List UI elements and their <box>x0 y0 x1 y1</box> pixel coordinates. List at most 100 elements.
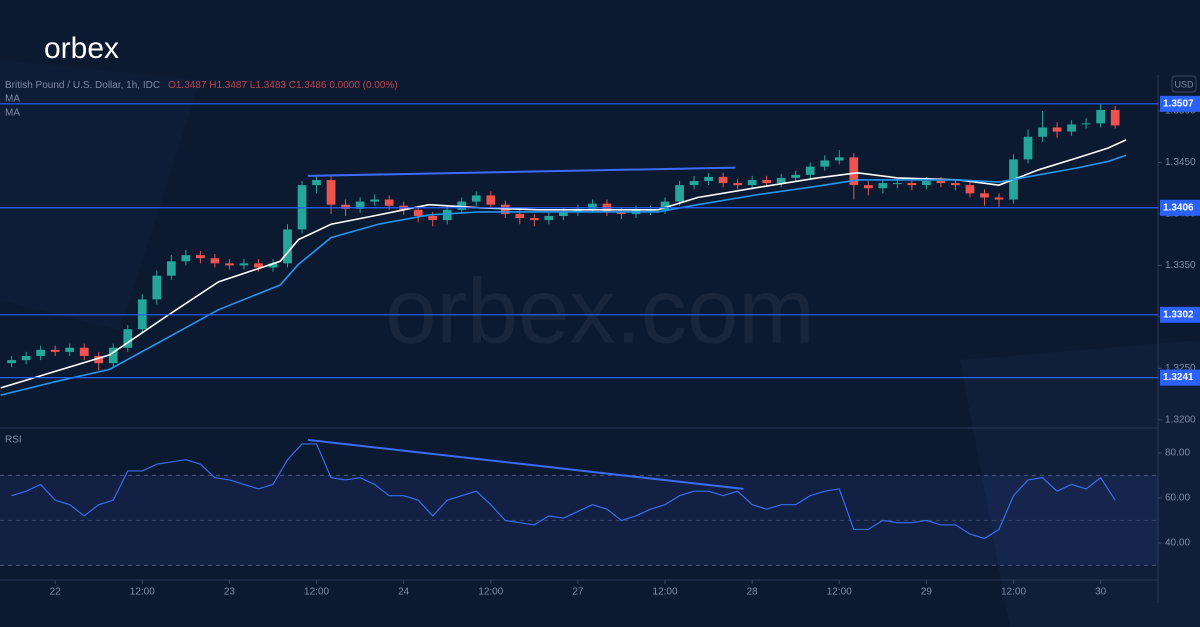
x-tick-label: 12:00 <box>304 587 329 598</box>
x-tick-label: 27 <box>572 587 584 598</box>
candle-body <box>79 347 89 356</box>
candle-body <box>922 181 931 186</box>
candle-body <box>428 216 438 221</box>
candle-body <box>341 204 350 209</box>
rsi-line <box>11 443 1116 540</box>
candle-body <box>268 263 278 268</box>
y-tick-label: 80.00 <box>1165 448 1190 459</box>
candle-body <box>7 360 16 364</box>
x-tick-label: 12:00 <box>653 587 678 598</box>
candle-body <box>152 275 162 300</box>
candle-body <box>94 355 104 364</box>
candle-body <box>733 183 742 186</box>
y-tick-label: 1.3200 <box>1165 414 1196 425</box>
candle-body <box>239 263 249 266</box>
candle-body <box>617 211 626 214</box>
candle-body <box>413 209 423 217</box>
currency-box <box>1171 75 1197 93</box>
candle-body <box>805 166 815 175</box>
level-label: 1.3507 <box>1163 98 1194 109</box>
candle-body <box>166 261 176 276</box>
x-tick-label: 30 <box>1095 587 1107 598</box>
y-tick-label: 40.00 <box>1165 538 1190 549</box>
x-tick-label: 23 <box>224 587 236 598</box>
candle-body <box>36 349 46 356</box>
candle-body <box>196 255 205 259</box>
candle-body <box>762 179 772 184</box>
level-label: 1.3241 <box>1163 372 1194 383</box>
candle-body <box>820 160 830 167</box>
rsi-title: RSI <box>5 435 22 446</box>
chart-header: British Pound / U.S. Dollar, 1h, IDC O1.3… <box>5 80 398 91</box>
level-label-box <box>1160 199 1200 216</box>
candle-body <box>181 255 191 262</box>
x-tick-label: 24 <box>398 587 410 598</box>
candle-body <box>326 179 336 205</box>
candle-body <box>21 355 31 361</box>
level-label-box <box>1160 369 1200 386</box>
logo: orbex <box>44 32 119 65</box>
candle-body <box>108 347 118 364</box>
candle-body <box>457 201 467 210</box>
level-label: 1.3406 <box>1163 202 1194 213</box>
candle-body <box>907 183 917 186</box>
candle-body <box>675 185 684 202</box>
candle-body <box>515 213 525 219</box>
x-tick-label: 12:00 <box>1001 587 1026 598</box>
decoration <box>0 60 200 330</box>
moving-average <box>0 139 1127 389</box>
trendline <box>307 438 744 490</box>
candle-body <box>1081 123 1091 125</box>
y-tick-label: 1.3350 <box>1165 260 1196 271</box>
candle-body <box>980 193 989 198</box>
candle-body <box>965 185 975 194</box>
level-label-box <box>1160 306 1200 323</box>
candle-body <box>660 201 670 210</box>
x-tick-label: 12:00 <box>130 587 155 598</box>
candle-body <box>1052 127 1062 132</box>
candle-body <box>312 179 321 186</box>
candle-body <box>791 174 801 178</box>
candle-body <box>442 209 452 221</box>
candle-body <box>1038 127 1047 137</box>
candle-body <box>747 179 757 186</box>
candle-body <box>384 199 394 206</box>
level-label: 1.3302 <box>1163 309 1194 320</box>
candle-body <box>50 349 60 352</box>
candle-body <box>863 185 873 189</box>
candle-body <box>849 157 859 186</box>
currency: USD <box>1174 79 1194 89</box>
y-tick-label: 1.3250 <box>1165 363 1196 374</box>
candle-body <box>486 195 496 205</box>
candle-body <box>718 176 728 184</box>
ma-legend: MA <box>5 108 20 119</box>
ohlc-legend: O1.3487 H1.3487 L1.3483 C1.3486 0.0000 (… <box>168 80 398 91</box>
candle-body <box>704 176 713 182</box>
candle-body <box>936 181 946 184</box>
level-label-box <box>1160 95 1200 112</box>
candle-body <box>834 157 844 161</box>
candle-body <box>559 211 568 217</box>
candle-body <box>1096 109 1106 124</box>
candle-body <box>776 177 786 184</box>
x-tick-label: 28 <box>747 587 759 598</box>
ma-legend: MA <box>5 94 20 105</box>
candle-body <box>893 183 902 185</box>
candle-body <box>225 263 234 266</box>
x-tick-label: 12:00 <box>478 587 503 598</box>
candle-body <box>123 329 133 348</box>
candle-body <box>283 229 292 264</box>
x-tick-label: 29 <box>921 587 933 598</box>
candle-body <box>588 203 597 209</box>
candle-body <box>355 201 365 209</box>
watermark: orbex.com <box>385 260 815 362</box>
candle-body <box>529 218 539 221</box>
candle-body <box>471 195 481 202</box>
x-tick-label: 12:00 <box>827 587 852 598</box>
candle-body <box>1067 124 1076 132</box>
candle-body <box>210 258 220 264</box>
y-tick-label: 1.3450 <box>1165 157 1196 168</box>
trendline <box>307 166 736 177</box>
